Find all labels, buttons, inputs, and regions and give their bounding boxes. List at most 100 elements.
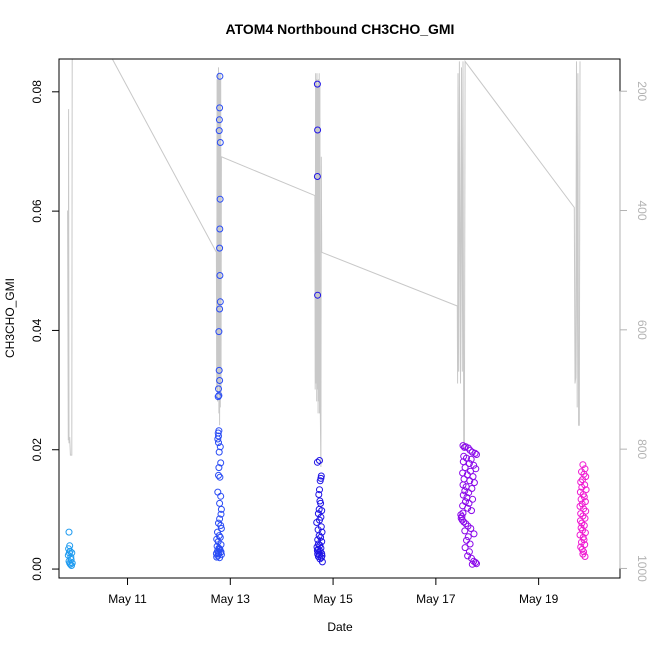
y-axis: 0.00 0.02 0.04 0.06 0.08: [30, 80, 60, 581]
data-point: [215, 127, 223, 135]
x-axis-label: Date: [327, 620, 353, 634]
data-point: [216, 305, 224, 313]
data-point: [217, 510, 225, 518]
data-point: [66, 560, 74, 568]
data-point: [217, 525, 225, 532]
x-axis: May 11 May 13 May 15 May 17 May 19: [108, 577, 559, 606]
data-point: [468, 507, 475, 515]
data-point: [315, 491, 323, 498]
data-point: [216, 195, 224, 203]
data-point: [216, 104, 224, 112]
data-point: [216, 377, 224, 384]
data-point: [576, 502, 584, 510]
data-point: [316, 457, 323, 464]
data-point: [464, 444, 472, 452]
data-point: [465, 499, 473, 507]
data-point: [215, 439, 222, 447]
data-point: [215, 116, 223, 124]
y-tick-label: 0.02: [30, 438, 44, 462]
data-point: [316, 486, 323, 494]
data-point: [313, 173, 321, 180]
data-point: [217, 522, 225, 529]
data-point: [469, 473, 477, 481]
profile-line: [67, 59, 581, 468]
data-point: [215, 519, 222, 527]
y-axis-label: CH3CHO_GMI: [3, 278, 17, 358]
data-point: [214, 393, 222, 401]
data-point: [216, 533, 224, 541]
data-point: [577, 510, 585, 518]
data-point: [215, 366, 223, 374]
data-point: [213, 553, 221, 561]
y2-axis: 200 400 600 800 1000: [619, 81, 649, 582]
data-point: [469, 495, 477, 503]
data-point: [579, 461, 587, 469]
data-point: [462, 498, 469, 506]
data-point: [68, 562, 75, 569]
data-point: [215, 328, 223, 336]
data-point: [216, 298, 224, 306]
data-point: [459, 491, 467, 499]
data-point: [217, 541, 225, 549]
data-point: [470, 479, 478, 487]
data-point: [578, 500, 586, 508]
data-point: [216, 443, 224, 451]
y2-tick-label: 200: [635, 81, 649, 101]
chart-title: ATOM4 Northbound CH3CHO_GMI: [226, 21, 455, 37]
data-point: [214, 488, 222, 496]
data-point: [461, 527, 469, 535]
data-point: [214, 549, 222, 557]
y2-tick-label: 400: [635, 201, 649, 221]
data-point: [466, 477, 474, 485]
data-point: [460, 518, 468, 526]
data-point: [465, 460, 473, 467]
data-point: [215, 385, 222, 393]
data-point: [217, 459, 225, 467]
data-point: [465, 548, 473, 556]
y-tick-label: 0.06: [30, 199, 44, 223]
data-point: [313, 80, 321, 88]
data-point: [458, 516, 466, 524]
data-point: [214, 528, 221, 536]
points-layer: [64, 72, 590, 569]
data-point: [462, 520, 470, 528]
data-point: [216, 515, 224, 523]
data-point: [68, 549, 76, 557]
data-point: [313, 458, 321, 466]
data-point: [216, 225, 224, 233]
data-point: [65, 528, 73, 536]
data-point: [463, 536, 470, 544]
data-point: [470, 461, 478, 469]
data-point: [215, 392, 223, 399]
data-point: [460, 475, 468, 483]
y2-tick-label: 600: [635, 320, 649, 340]
data-point: [215, 471, 222, 479]
data-point: [468, 485, 476, 492]
data-point: [461, 544, 469, 552]
x-tick-label: May 17: [416, 592, 456, 606]
data-point: [314, 126, 322, 134]
data-point: [466, 446, 474, 454]
y-tick-label: 0.04: [30, 318, 44, 342]
data-point: [461, 487, 469, 495]
data-point: [215, 464, 223, 472]
data-point: [315, 532, 323, 540]
data-point: [317, 472, 325, 480]
y-tick-label: 0.08: [30, 80, 44, 104]
data-point: [214, 435, 222, 443]
x-tick-label: May 15: [313, 592, 353, 606]
data-point: [215, 448, 223, 456]
data-point: [216, 473, 224, 481]
data-point: [313, 519, 321, 526]
data-point: [318, 558, 326, 566]
data-point: [215, 432, 222, 440]
data-point: [216, 139, 224, 146]
y-tick-label: 0.00: [30, 557, 44, 581]
x-tick-label: May 19: [519, 592, 559, 606]
plot-area: [58, 58, 621, 579]
data-point: [473, 451, 480, 458]
data-point: [467, 525, 475, 532]
data-point: [581, 553, 589, 560]
data-point: [466, 540, 474, 548]
